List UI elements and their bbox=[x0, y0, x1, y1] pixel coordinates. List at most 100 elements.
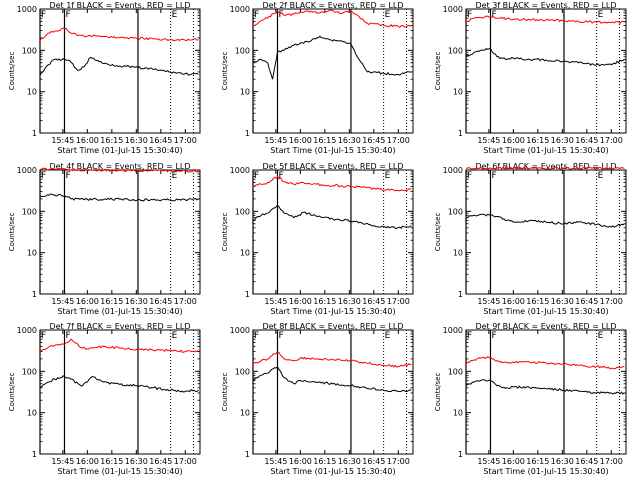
series-line-red bbox=[252, 9, 412, 29]
event-marker-label: F bbox=[278, 10, 283, 20]
panel-det-8: Det 8f BLACK = Events, RED = LLD Counts/s… bbox=[221, 322, 414, 476]
series-line-black bbox=[465, 213, 625, 228]
event-marker-label: E bbox=[172, 331, 178, 341]
x-tick-label: 15:45 bbox=[51, 457, 74, 466]
x-tick-label: 16:30 bbox=[551, 136, 574, 145]
y-tick-label: 100 bbox=[235, 46, 250, 55]
y-tick-label: 10 bbox=[453, 409, 463, 418]
series-line-red bbox=[252, 350, 412, 368]
x-tick-label: 17:00 bbox=[600, 136, 623, 145]
x-axis-label: Start Time (01-Jul-15 15:30:40) bbox=[57, 307, 182, 316]
y-axis-label: Counts/sec bbox=[221, 213, 229, 252]
x-tick-label: 16:15 bbox=[100, 136, 123, 145]
y-tick-label: 1 bbox=[458, 290, 463, 299]
y-tick-label: 1 bbox=[458, 129, 463, 138]
x-tick-label: 17:00 bbox=[387, 457, 410, 466]
x-tick-label: 16:15 bbox=[313, 297, 336, 306]
y-axis-label: Counts/sec bbox=[221, 373, 229, 412]
y-tick-label: 1 bbox=[32, 450, 37, 459]
x-axis-label: Start Time (01-Jul-15 15:30:40) bbox=[270, 307, 395, 316]
x-tick-label: 16:00 bbox=[289, 457, 312, 466]
y-axis-label: Counts/sec bbox=[221, 52, 229, 91]
event-marker-label: F bbox=[41, 331, 46, 341]
x-tick-label: 15:45 bbox=[51, 136, 74, 145]
y-tick-label: 10 bbox=[27, 409, 37, 418]
y-tick-label: 1000 bbox=[443, 326, 463, 335]
x-tick-label: 17:00 bbox=[174, 136, 197, 145]
event-marker-label: F bbox=[41, 171, 46, 181]
x-tick-label: 17:00 bbox=[387, 297, 410, 306]
x-axis-label: Start Time (01-Jul-15 15:30:40) bbox=[483, 146, 608, 155]
x-tick-label: 15:45 bbox=[264, 457, 287, 466]
y-tick-label: 10 bbox=[240, 249, 250, 258]
event-marker-label: F bbox=[65, 171, 70, 181]
y-tick-label: 100 bbox=[22, 207, 37, 216]
y-tick-label: 1000 bbox=[230, 5, 250, 14]
chart-title: Det 1f BLACK = Events, RED = LLD bbox=[49, 1, 190, 10]
x-tick-label: 16:45 bbox=[575, 136, 598, 145]
x-axis-label: Start Time (01-Jul-15 15:30:40) bbox=[57, 146, 182, 155]
y-tick-label: 1000 bbox=[17, 5, 37, 14]
chart-title: Det 7f BLACK = Events, RED = LLD bbox=[49, 322, 190, 331]
event-marker-label: E bbox=[598, 10, 604, 20]
y-tick-label: 10 bbox=[453, 249, 463, 258]
y-tick-label: 100 bbox=[448, 207, 463, 216]
event-marker-label: F bbox=[467, 171, 472, 181]
panel-det-5: Det 5f BLACK = Events, RED = LLD Counts/s… bbox=[221, 162, 414, 316]
chart-title: Det 6f BLACK = Events, RED = LLD bbox=[475, 162, 616, 171]
y-axis-label: Counts/sec bbox=[8, 373, 16, 412]
series-line-black bbox=[252, 35, 412, 80]
series-line-red bbox=[39, 338, 199, 353]
y-tick-label: 10 bbox=[453, 88, 463, 97]
y-tick-label: 100 bbox=[22, 46, 37, 55]
event-marker-label: F bbox=[491, 171, 496, 181]
x-tick-label: 16:15 bbox=[313, 457, 336, 466]
chart-title: Det 8f BLACK = Events, RED = LLD bbox=[262, 322, 403, 331]
y-axis-label: Counts/sec bbox=[8, 52, 16, 91]
chart-title: Det 4f BLACK = Events, RED = LLD bbox=[49, 162, 190, 171]
x-tick-label: 16:30 bbox=[125, 457, 148, 466]
y-tick-label: 1000 bbox=[17, 326, 37, 335]
x-axis-label: Start Time (01-Jul-15 15:30:40) bbox=[483, 307, 608, 316]
series-line-black bbox=[39, 375, 199, 393]
x-tick-label: 17:00 bbox=[174, 297, 197, 306]
x-tick-label: 16:30 bbox=[338, 136, 361, 145]
y-tick-label: 100 bbox=[448, 46, 463, 55]
y-axis-label: Counts/sec bbox=[8, 213, 16, 252]
series-line-red bbox=[252, 175, 412, 192]
event-marker-label: E bbox=[598, 171, 604, 181]
series-line-red bbox=[39, 167, 199, 173]
x-tick-label: 16:45 bbox=[575, 457, 598, 466]
event-marker-label: F bbox=[467, 331, 472, 341]
series-line-red bbox=[39, 27, 199, 42]
x-tick-label: 16:15 bbox=[526, 457, 549, 466]
x-axis-label: Start Time (01-Jul-15 15:30:40) bbox=[483, 467, 608, 476]
x-tick-label: 16:30 bbox=[338, 457, 361, 466]
y-tick-label: 1000 bbox=[17, 166, 37, 175]
event-marker-label: F bbox=[491, 10, 496, 20]
y-tick-label: 1 bbox=[245, 290, 250, 299]
event-marker-label: E bbox=[385, 331, 391, 341]
y-tick-label: 10 bbox=[240, 409, 250, 418]
x-tick-label: 17:00 bbox=[174, 457, 197, 466]
y-tick-label: 100 bbox=[235, 207, 250, 216]
x-tick-label: 16:00 bbox=[76, 136, 99, 145]
chart-title: Det 5f BLACK = Events, RED = LLD bbox=[262, 162, 403, 171]
event-marker-label: F bbox=[254, 331, 259, 341]
x-tick-label: 16:15 bbox=[526, 136, 549, 145]
event-marker-label: F bbox=[278, 171, 283, 181]
x-tick-label: 16:00 bbox=[76, 457, 99, 466]
y-tick-label: 100 bbox=[235, 367, 250, 376]
y-tick-label: 100 bbox=[22, 367, 37, 376]
chart-title: Det 9f BLACK = Events, RED = LLD bbox=[475, 322, 616, 331]
x-tick-label: 16:30 bbox=[551, 297, 574, 306]
x-axis-label: Start Time (01-Jul-15 15:30:40) bbox=[270, 146, 395, 155]
y-axis-label: Counts/sec bbox=[434, 213, 442, 252]
x-tick-label: 16:00 bbox=[502, 136, 525, 145]
x-tick-label: 16:00 bbox=[502, 297, 525, 306]
x-tick-label: 15:45 bbox=[477, 136, 500, 145]
y-tick-label: 1 bbox=[245, 129, 250, 138]
event-marker-label: F bbox=[254, 10, 259, 20]
y-tick-label: 1000 bbox=[230, 326, 250, 335]
